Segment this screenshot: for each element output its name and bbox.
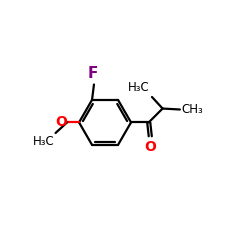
Text: F: F [88,66,98,82]
Text: O: O [55,116,67,130]
Text: H₃C: H₃C [128,81,150,94]
Text: CH₃: CH₃ [181,102,203,116]
Text: H₃C: H₃C [33,135,54,148]
Text: O: O [144,140,156,154]
